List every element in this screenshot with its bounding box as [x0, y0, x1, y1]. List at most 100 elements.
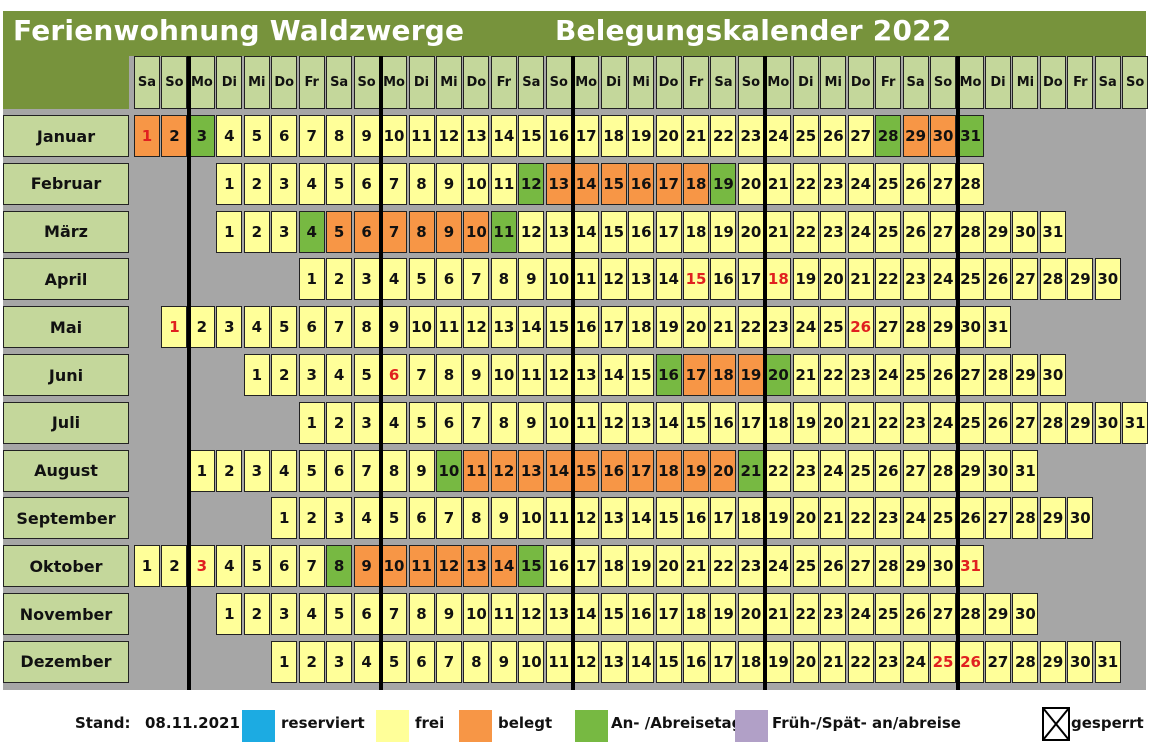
- day-cell[interactable]: 6: [353, 162, 380, 205]
- day-cell[interactable]: 30: [1039, 354, 1066, 396]
- day-cell[interactable]: 26: [847, 306, 874, 349]
- day-cell[interactable]: 12: [600, 401, 627, 444]
- day-cell[interactable]: 8: [326, 545, 353, 588]
- day-cell[interactable]: 29: [1067, 258, 1094, 301]
- day-cell[interactable]: 31: [984, 306, 1011, 349]
- day-cell[interactable]: 5: [271, 306, 298, 349]
- day-cell[interactable]: 17: [628, 449, 655, 492]
- day-cell[interactable]: 20: [792, 640, 819, 683]
- day-cell[interactable]: 11: [573, 401, 600, 444]
- day-cell[interactable]: 1: [271, 497, 298, 540]
- day-cell[interactable]: 31: [1039, 210, 1066, 253]
- day-cell[interactable]: 8: [326, 115, 353, 157]
- day-cell[interactable]: 27: [1012, 401, 1039, 444]
- day-cell[interactable]: 8: [381, 449, 408, 492]
- day-cell[interactable]: 30: [1094, 401, 1121, 444]
- day-cell[interactable]: 11: [545, 497, 572, 540]
- day-cell[interactable]: 3: [216, 306, 243, 349]
- day-cell[interactable]: 25: [930, 640, 957, 683]
- day-cell[interactable]: 1: [298, 401, 325, 444]
- day-cell[interactable]: 4: [216, 545, 243, 588]
- day-cell[interactable]: 2: [271, 354, 298, 396]
- day-cell[interactable]: 27: [847, 545, 874, 588]
- day-cell[interactable]: 15: [683, 258, 709, 301]
- day-cell[interactable]: 18: [737, 640, 764, 683]
- day-cell[interactable]: 18: [600, 545, 627, 588]
- day-cell[interactable]: 13: [545, 210, 572, 253]
- day-cell[interactable]: 9: [518, 258, 545, 301]
- day-cell[interactable]: 11: [545, 640, 572, 683]
- day-cell[interactable]: 11: [490, 162, 517, 205]
- day-cell[interactable]: 9: [435, 210, 462, 253]
- day-cell[interactable]: 28: [930, 449, 957, 492]
- day-cell[interactable]: 8: [463, 497, 490, 540]
- day-cell[interactable]: 3: [243, 449, 270, 492]
- day-cell[interactable]: 14: [573, 593, 600, 635]
- day-cell[interactable]: 30: [930, 545, 957, 588]
- day-cell[interactable]: 3: [188, 545, 215, 588]
- day-cell[interactable]: 21: [737, 449, 764, 492]
- day-cell[interactable]: 23: [820, 162, 847, 205]
- day-cell[interactable]: 23: [820, 593, 847, 635]
- day-cell[interactable]: 1: [188, 449, 215, 492]
- day-cell[interactable]: 24: [875, 354, 902, 396]
- day-cell[interactable]: 21: [765, 593, 792, 635]
- day-cell[interactable]: 2: [161, 115, 188, 157]
- day-cell[interactable]: 22: [875, 258, 902, 301]
- day-cell[interactable]: 17: [655, 210, 682, 253]
- day-cell[interactable]: 25: [875, 593, 902, 635]
- day-cell[interactable]: 4: [353, 640, 380, 683]
- day-cell[interactable]: 27: [957, 354, 984, 396]
- day-cell[interactable]: 25: [792, 115, 819, 157]
- day-cell[interactable]: 2: [188, 306, 215, 349]
- day-cell[interactable]: 13: [490, 306, 517, 349]
- day-cell[interactable]: 18: [683, 162, 709, 205]
- day-cell[interactable]: 28: [957, 162, 984, 205]
- day-cell[interactable]: 9: [490, 497, 517, 540]
- day-cell[interactable]: 20: [737, 210, 764, 253]
- day-cell[interactable]: 23: [820, 210, 847, 253]
- day-cell[interactable]: 11: [518, 354, 545, 396]
- day-cell[interactable]: 18: [683, 210, 709, 253]
- day-cell[interactable]: 25: [820, 306, 847, 349]
- day-cell[interactable]: 27: [984, 497, 1011, 540]
- day-cell[interactable]: 22: [847, 497, 874, 540]
- day-cell[interactable]: 10: [381, 115, 408, 157]
- day-cell[interactable]: 10: [408, 306, 435, 349]
- day-cell[interactable]: 6: [381, 354, 408, 396]
- day-cell[interactable]: 14: [600, 354, 627, 396]
- day-cell[interactable]: 2: [216, 449, 243, 492]
- day-cell[interactable]: 15: [600, 162, 627, 205]
- day-cell[interactable]: 19: [765, 497, 792, 540]
- day-cell[interactable]: 24: [930, 401, 957, 444]
- day-cell[interactable]: 28: [875, 115, 902, 157]
- day-cell[interactable]: 16: [683, 640, 709, 683]
- day-cell[interactable]: 17: [600, 306, 627, 349]
- day-cell[interactable]: 27: [930, 210, 957, 253]
- day-cell[interactable]: 26: [930, 354, 957, 396]
- day-cell[interactable]: 8: [353, 306, 380, 349]
- day-cell[interactable]: 7: [298, 545, 325, 588]
- day-cell[interactable]: 12: [573, 497, 600, 540]
- day-cell[interactable]: 7: [298, 115, 325, 157]
- day-cell[interactable]: 3: [271, 210, 298, 253]
- day-cell[interactable]: 6: [408, 640, 435, 683]
- day-cell[interactable]: 29: [902, 545, 929, 588]
- day-cell[interactable]: 5: [408, 401, 435, 444]
- day-cell[interactable]: 7: [435, 497, 462, 540]
- day-cell[interactable]: 26: [984, 258, 1011, 301]
- day-cell[interactable]: 18: [765, 401, 792, 444]
- day-cell[interactable]: 15: [545, 306, 572, 349]
- day-cell[interactable]: 1: [216, 162, 243, 205]
- day-cell[interactable]: 20: [737, 593, 764, 635]
- day-cell[interactable]: 19: [683, 449, 709, 492]
- day-cell[interactable]: 28: [957, 593, 984, 635]
- day-cell[interactable]: 7: [463, 401, 490, 444]
- day-cell[interactable]: 10: [518, 640, 545, 683]
- day-cell[interactable]: 16: [628, 593, 655, 635]
- day-cell[interactable]: 22: [710, 545, 737, 588]
- day-cell[interactable]: 13: [545, 162, 572, 205]
- day-cell[interactable]: 16: [545, 545, 572, 588]
- day-cell[interactable]: 9: [463, 354, 490, 396]
- day-cell[interactable]: 24: [902, 640, 929, 683]
